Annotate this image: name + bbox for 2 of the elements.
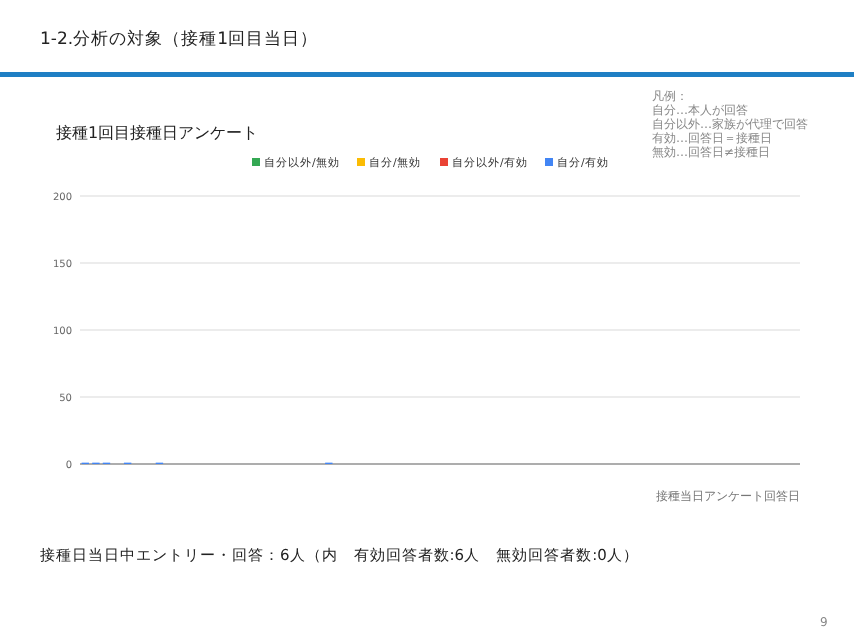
chart-subtitle: 接種1回目接種日アンケート xyxy=(56,124,259,142)
chart-title: 1-2.分析の対象（接種1回目当日） xyxy=(40,28,318,50)
